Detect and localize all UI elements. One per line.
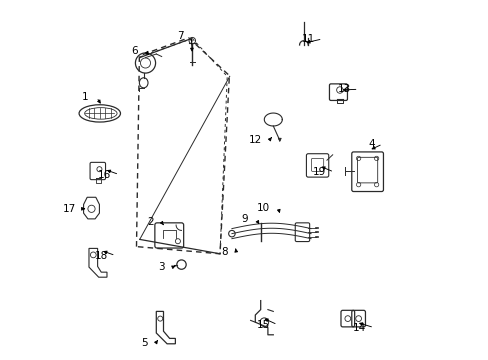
- Text: 3: 3: [158, 262, 164, 272]
- Text: 14: 14: [352, 323, 366, 333]
- Text: 19: 19: [312, 167, 325, 177]
- Text: 13: 13: [337, 84, 350, 94]
- Text: 7: 7: [176, 31, 183, 41]
- Text: 5: 5: [141, 338, 148, 348]
- Text: 16: 16: [98, 170, 111, 180]
- Text: 17: 17: [62, 204, 76, 214]
- Text: 15: 15: [256, 320, 269, 330]
- Text: 6: 6: [131, 46, 138, 56]
- Text: 2: 2: [147, 217, 153, 228]
- Text: 18: 18: [94, 251, 107, 261]
- Text: 12: 12: [248, 135, 261, 145]
- Text: 9: 9: [241, 214, 247, 224]
- Text: 11: 11: [301, 34, 314, 44]
- Text: 8: 8: [221, 247, 228, 257]
- Text: 10: 10: [257, 203, 270, 213]
- Text: 1: 1: [82, 92, 88, 102]
- Text: 4: 4: [367, 139, 374, 149]
